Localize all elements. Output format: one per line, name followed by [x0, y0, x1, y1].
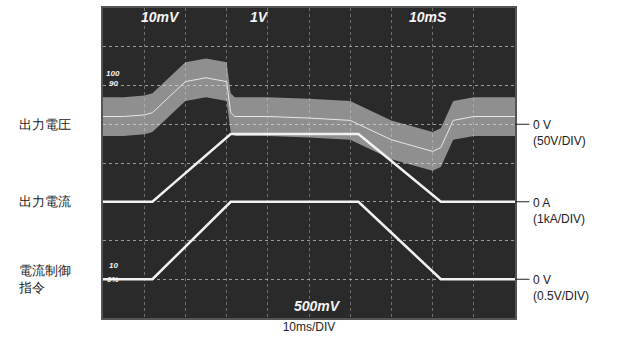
- svg-text:0 V(50V/DIV): 0 V(50V/DIV): [533, 118, 586, 148]
- svg-text:90: 90: [109, 79, 118, 88]
- svg-text:0 V(0.5V/DIV): 0 V(0.5V/DIV): [533, 273, 589, 303]
- svg-text:10ms/DIV: 10ms/DIV: [283, 320, 336, 334]
- svg-text:電流制御指令: 電流制御指令: [18, 263, 71, 295]
- svg-text:10mV: 10mV: [141, 9, 180, 25]
- svg-text:1V: 1V: [250, 9, 269, 25]
- svg-text:出力電流: 出力電流: [19, 194, 71, 209]
- svg-text:0%: 0%: [107, 275, 119, 284]
- svg-text:100: 100: [106, 69, 120, 78]
- svg-text:0 A(1kA/DIV): 0 A(1kA/DIV): [533, 196, 585, 226]
- svg-text:出力電圧: 出力電圧: [19, 117, 71, 132]
- svg-text:500mV: 500mV: [294, 298, 341, 314]
- svg-text:10: 10: [109, 261, 118, 270]
- svg-text:10mS: 10mS: [409, 9, 447, 25]
